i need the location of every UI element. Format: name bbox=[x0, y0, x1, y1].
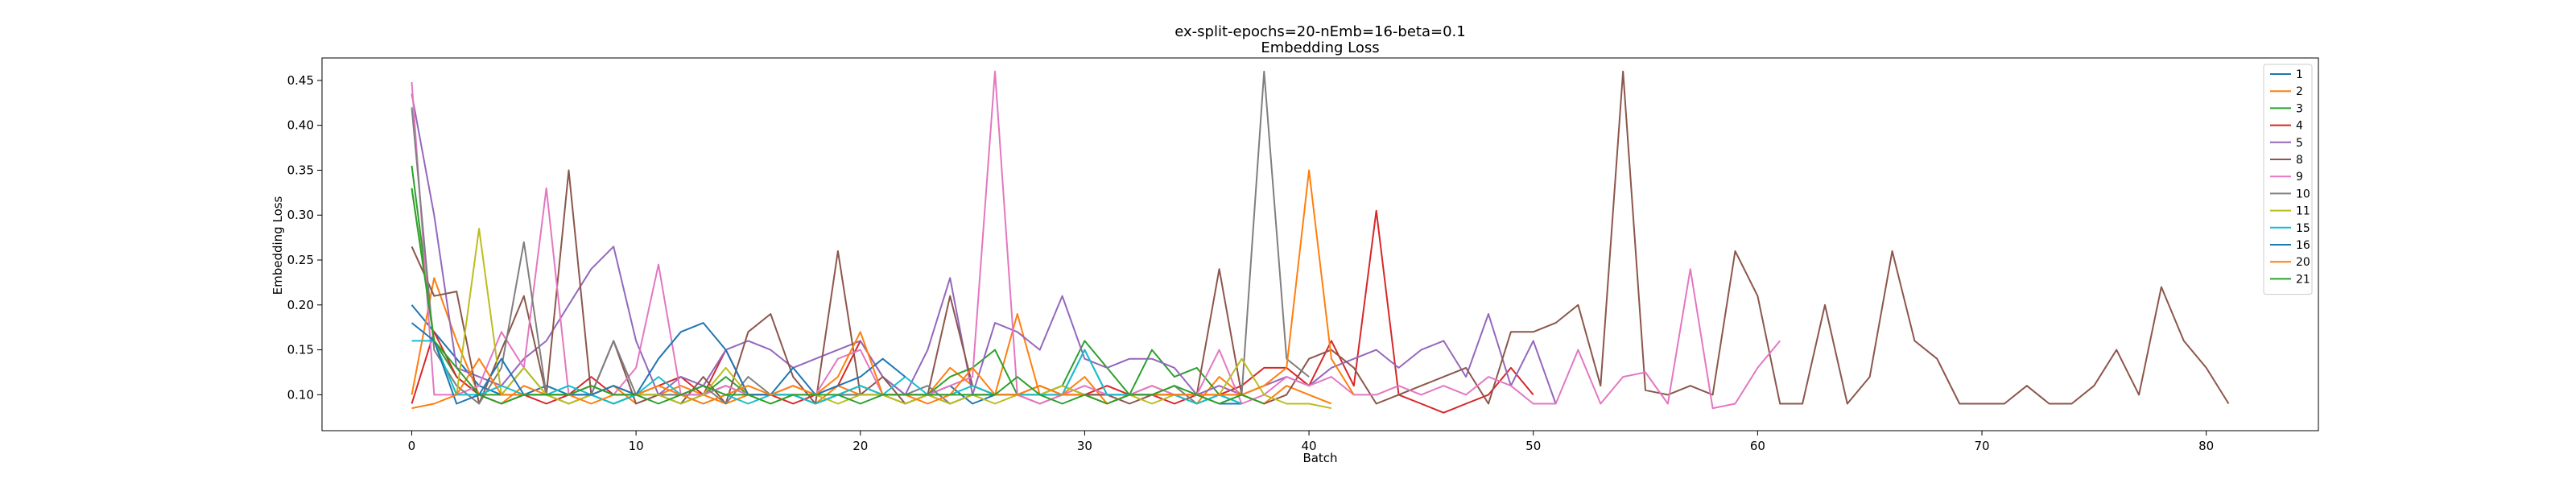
legend-label: 11 bbox=[2296, 205, 2310, 218]
x-tick-label: 50 bbox=[1525, 439, 1541, 453]
x-tick-label: 70 bbox=[1974, 439, 1989, 453]
legend-label: 8 bbox=[2296, 154, 2303, 167]
legend-label: 20 bbox=[2296, 256, 2310, 269]
y-tick-label: 0.15 bbox=[287, 343, 314, 357]
series-line-9 bbox=[411, 70, 1781, 410]
plot-series bbox=[411, 70, 2230, 414]
series-line-15 bbox=[411, 340, 1242, 405]
legend: 1 2 3 4 5 8 9 10 11 15 16 20 21 bbox=[2263, 64, 2313, 295]
x-tick-label: 10 bbox=[629, 439, 644, 453]
legend-label: 3 bbox=[2296, 102, 2303, 115]
chart-title: ex-split-epochs=20-nEmb=16-beta=0.1 bbox=[1174, 23, 1465, 40]
series-line-21 bbox=[411, 188, 1265, 405]
y-axis-title: Embedding Loss bbox=[270, 196, 285, 295]
y-tick-label: 0.25 bbox=[287, 253, 314, 267]
y-tick-label: 0.45 bbox=[287, 73, 314, 88]
legend-label: 9 bbox=[2296, 171, 2303, 184]
legend-box bbox=[2263, 64, 2313, 295]
series-line-5 bbox=[411, 93, 1557, 404]
x-axis-title: Batch bbox=[1302, 451, 1337, 465]
x-tick-label: 80 bbox=[2198, 439, 2214, 453]
x-tick-label: 40 bbox=[1302, 439, 1317, 453]
y-tick-label: 0.35 bbox=[287, 163, 314, 177]
chart-subtitle: Embedding Loss bbox=[1261, 39, 1379, 56]
y-tick-label: 0.40 bbox=[287, 118, 314, 133]
y-tick-label: 0.10 bbox=[287, 387, 314, 402]
y-axis: 0.10 0.15 0.20 0.25 0.30 0.35 0.40 0.45 bbox=[287, 73, 322, 402]
y-tick-label: 0.30 bbox=[287, 208, 314, 222]
x-tick-label: 30 bbox=[1077, 439, 1092, 453]
legend-label: 15 bbox=[2296, 222, 2310, 235]
x-axis: 0 10 20 30 40 50 60 70 80 bbox=[408, 431, 2214, 453]
x-tick-label: 0 bbox=[408, 439, 416, 453]
legend-label: 4 bbox=[2296, 120, 2303, 133]
legend-label: 16 bbox=[2296, 239, 2310, 252]
legend-label: 2 bbox=[2296, 85, 2303, 98]
y-tick-label: 0.20 bbox=[287, 298, 314, 312]
legend-label: 10 bbox=[2296, 188, 2310, 200]
plot-frame bbox=[321, 57, 2319, 431]
legend-label: 5 bbox=[2296, 137, 2303, 150]
legend-label: 1 bbox=[2296, 68, 2303, 81]
x-tick-label: 20 bbox=[852, 439, 868, 453]
series-line-16 bbox=[411, 322, 906, 405]
legend-label: 21 bbox=[2296, 273, 2310, 286]
x-tick-label: 60 bbox=[1750, 439, 1765, 453]
